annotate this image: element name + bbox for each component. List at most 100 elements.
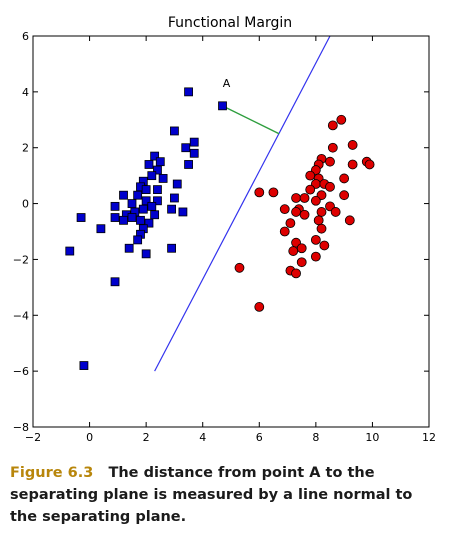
- x-tick-label: 4: [199, 431, 206, 444]
- circle-point: [279, 204, 290, 215]
- square-point: [218, 101, 227, 111]
- square-point: [184, 160, 193, 169]
- square-point: [127, 199, 137, 208]
- square-point: [147, 171, 157, 181]
- circle-point: [339, 173, 350, 184]
- x-axis-ticks: −2 0 2 4 6 8 10 12: [25, 36, 436, 444]
- square-point: [133, 235, 143, 245]
- axes-frame: [32, 35, 430, 428]
- circle-point: [313, 215, 324, 226]
- circle-point: [234, 262, 245, 273]
- square-point: [172, 179, 182, 189]
- circle-point: [316, 223, 327, 234]
- y-tick-label: −6: [13, 365, 29, 378]
- separating-line: [154, 35, 331, 372]
- circle-point: [336, 114, 347, 125]
- normal-segment: [222, 105, 280, 135]
- square-point: [119, 215, 128, 225]
- square-point: [167, 204, 177, 214]
- square-point: [147, 201, 157, 211]
- y-axis-ticks: −8 −6 −4 −2 0 2 4 6: [13, 30, 429, 434]
- circle-point: [327, 142, 338, 153]
- circle-point: [279, 226, 290, 237]
- x-tick-label: 12: [422, 431, 436, 444]
- y-tick-label: 4: [22, 86, 29, 99]
- circle-point: [347, 159, 358, 170]
- square-point: [76, 213, 86, 222]
- scatter-chart: Functional Margin A −2 0 2 4 6 8 10 12 −8−6−4−2…: [13, 15, 436, 444]
- caption-text: The distance from point A to the separat…: [10, 465, 413, 525]
- y-tick-label: −8: [13, 421, 29, 434]
- circle-point: [305, 184, 316, 195]
- circle-point: [254, 187, 265, 198]
- square-point: [133, 190, 143, 200]
- square-point: [119, 190, 128, 200]
- circle-point: [327, 120, 338, 131]
- square-point: [153, 185, 162, 195]
- square-point: [127, 213, 137, 222]
- y-tick-label: 2: [22, 142, 29, 155]
- square-point: [144, 160, 154, 169]
- x-tick-label: 2: [143, 431, 150, 444]
- square-point: [153, 196, 162, 206]
- square-point: [150, 151, 160, 161]
- x-tick-label: 8: [312, 431, 319, 444]
- circle-point: [254, 302, 265, 312]
- square-point: [141, 185, 151, 195]
- circle-point: [325, 156, 335, 167]
- chart-title: Functional Margin: [168, 15, 292, 31]
- square-point: [110, 201, 120, 211]
- square-point: [158, 174, 168, 183]
- square-point: [167, 243, 177, 253]
- circle-point: [344, 215, 355, 226]
- square-point: [110, 213, 120, 222]
- circle-point: [305, 170, 316, 181]
- circle-point: [330, 207, 341, 217]
- circle-point: [296, 243, 307, 254]
- square-point: [184, 87, 193, 97]
- circle-point: [288, 246, 299, 256]
- square-point: [138, 204, 148, 214]
- y-tick-label: −2: [13, 253, 29, 266]
- x-tick-label: 10: [365, 431, 379, 444]
- circle-series: [234, 114, 375, 312]
- square-point: [65, 246, 75, 256]
- point-a-label: A: [223, 77, 231, 90]
- circle-point: [316, 207, 327, 217]
- x-tick-label: 0: [86, 431, 93, 444]
- square-point: [136, 215, 145, 225]
- square-point: [110, 277, 120, 287]
- x-tick-label: 6: [256, 431, 263, 444]
- square-point: [124, 243, 134, 253]
- square-point: [181, 143, 191, 153]
- square-point: [141, 249, 151, 259]
- circle-point: [310, 234, 321, 245]
- x-tick-label: −2: [25, 431, 41, 444]
- circle-point: [310, 195, 321, 206]
- square-point: [189, 137, 199, 147]
- circle-point: [319, 240, 330, 251]
- circle-point: [347, 140, 358, 150]
- square-point: [170, 193, 179, 203]
- circle-point: [299, 209, 310, 220]
- circle-point: [325, 181, 335, 192]
- circle-point: [299, 193, 310, 203]
- y-tick-label: −4: [13, 309, 29, 322]
- y-tick-label: 6: [22, 30, 29, 43]
- square-point: [155, 157, 165, 167]
- square-point: [144, 218, 154, 228]
- y-tick-label: 0: [22, 198, 29, 211]
- square-point: [96, 224, 106, 234]
- circle-point: [291, 207, 301, 217]
- square-series: [65, 87, 227, 370]
- circle-point: [285, 218, 296, 229]
- square-point: [178, 207, 188, 217]
- circle-point: [364, 159, 375, 170]
- figure-caption: Figure 6.3 The distance from point A to …: [10, 462, 440, 528]
- circle-point: [339, 190, 350, 201]
- circle-point: [296, 257, 307, 268]
- square-point: [170, 126, 179, 136]
- square-point: [153, 165, 162, 175]
- plot-area: A: [65, 35, 375, 372]
- square-point: [79, 361, 89, 370]
